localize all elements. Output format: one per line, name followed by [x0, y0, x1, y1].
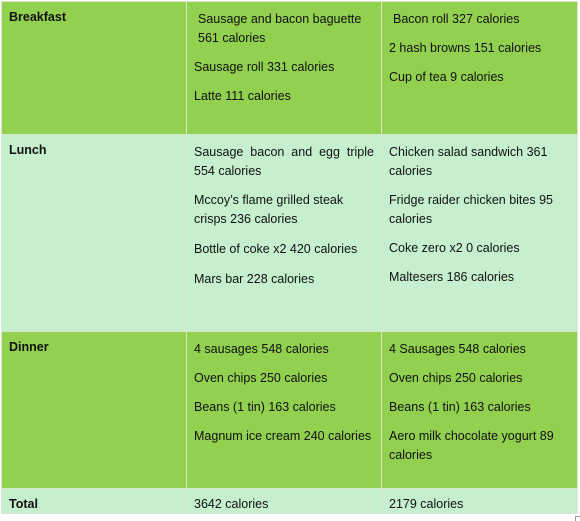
row-label: Lunch [9, 143, 47, 157]
column-2-cell: Chicken salad sandwich 361 calories Frid… [381, 134, 578, 332]
food-entry: Chicken salad sandwich 361 calories [389, 145, 548, 178]
table-row-total: Total 3642 calories 2179 calories [1, 488, 578, 514]
food-entry: Bacon roll 327 calories [393, 12, 520, 26]
food-entry: Mccoy’s flame grilled steak crisps 236 c… [194, 193, 344, 226]
table-row-breakfast: Breakfast Sausage and bacon baguette 561… [1, 1, 578, 135]
food-entry: Oven chips 250 calories [194, 371, 328, 385]
total-column-2: 2179 calories [381, 488, 578, 514]
column-1-cell: Sausage bacon and egg triple 554 calorie… [186, 134, 382, 332]
food-entry: Beans (1 tin) 163 calories [194, 400, 336, 414]
food-entry: Coke zero x2 0 calories [389, 241, 520, 255]
food-entry: Mars bar 228 calories [194, 272, 315, 286]
food-entry: Sausage bacon and egg triple 554 calorie… [194, 145, 374, 178]
food-entry: Sausage and bacon baguette 561 calories [198, 12, 362, 45]
total-column-1: 3642 calories [186, 488, 382, 514]
column-1-cell: 4 sausages 548 calories Oven chips 250 c… [186, 331, 382, 489]
total-value: 3642 calories [194, 497, 269, 511]
row-label: Dinner [9, 340, 49, 354]
food-entry: 2 hash browns 151 calories [389, 41, 542, 55]
food-entry: Fridge raider chicken bites 95 calories [389, 193, 553, 226]
food-entry: 4 Sausages 548 calories [389, 342, 526, 356]
total-label: Total [9, 497, 38, 511]
food-entry: Sausage roll 331 calories [194, 60, 335, 74]
row-label: Breakfast [9, 10, 66, 24]
food-entry: Aero milk chocolate yogurt 89 calories [389, 429, 554, 462]
food-entry: Maltesers 186 calories [389, 270, 515, 284]
total-value: 2179 calories [389, 497, 464, 511]
row-label-cell: Total [1, 488, 187, 514]
row-label-cell: Dinner [1, 331, 187, 489]
column-2-cell: 4 Sausages 548 calories Oven chips 250 c… [381, 331, 578, 489]
food-entry: Latte 111 calories [194, 89, 291, 103]
meal-calorie-table: Breakfast Sausage and bacon baguette 561… [1, 1, 578, 514]
row-label-cell: Breakfast [1, 1, 187, 135]
row-label-cell: Lunch [1, 134, 187, 332]
food-entry: Bottle of coke x2 420 calories [194, 242, 358, 256]
food-entry: Cup of tea 9 calories [389, 70, 504, 84]
table-row-dinner: Dinner 4 sausages 548 calories Oven chip… [1, 331, 578, 489]
food-entry: 4 sausages 548 calories [194, 342, 329, 356]
table-resize-handle [575, 516, 580, 521]
food-entry: Magnum ice cream 240 calories [194, 429, 372, 443]
column-2-cell: Bacon roll 327 calories 2 hash browns 15… [381, 1, 578, 135]
column-1-cell: Sausage and bacon baguette 561 calories … [186, 1, 382, 135]
food-entry: Beans (1 tin) 163 calories [389, 400, 531, 414]
food-entry: Oven chips 250 calories [389, 371, 523, 385]
table-row-lunch: Lunch Sausage bacon and egg triple 554 c… [1, 134, 578, 332]
